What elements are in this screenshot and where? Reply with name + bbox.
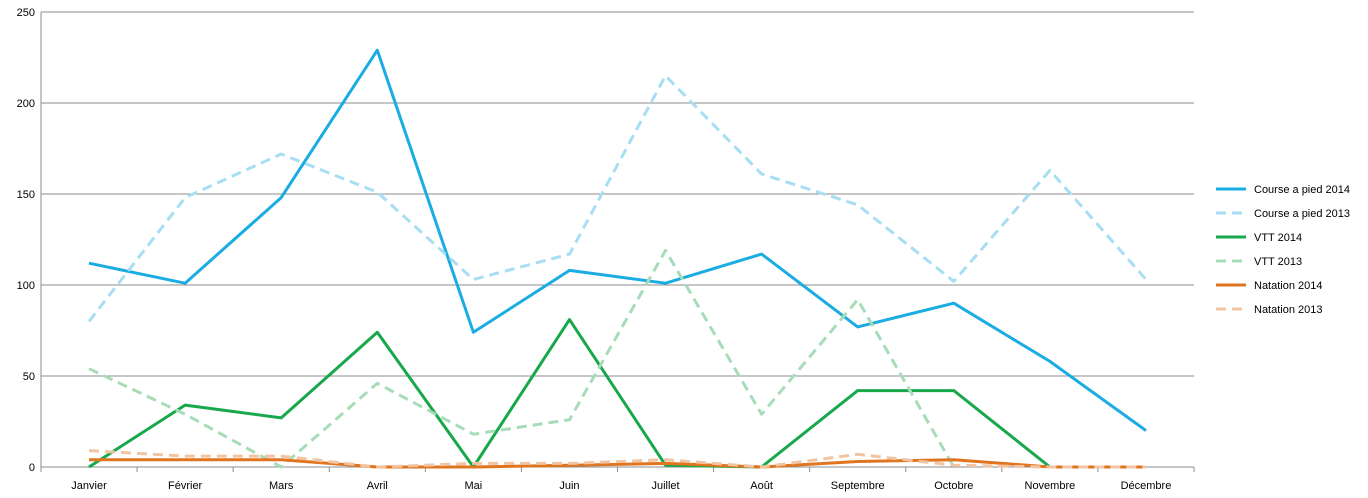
x-axis-ticks: Janvier Février Mars Avril Mai Juin Juillet Aoû… <box>71 480 1171 492</box>
y-tick-label: 100 <box>17 280 35 292</box>
series-lines <box>87 48 1148 469</box>
axes <box>40 12 1195 472</box>
x-tick-label: Décembre <box>1121 480 1172 492</box>
legend-label: Natation 2014 <box>1254 280 1323 292</box>
x-tick-label: Avril <box>367 480 388 492</box>
y-tick-label: 250 <box>17 7 35 19</box>
y-tick-label: 0 <box>29 462 35 474</box>
legend-label: VTT 2013 <box>1254 256 1302 268</box>
series-line-3 <box>88 248 956 469</box>
series-line-4 <box>89 458 1146 469</box>
y-tick-label: 150 <box>17 189 35 201</box>
gridlines <box>41 11 1194 377</box>
legend-label: Course a pied 2014 <box>1254 184 1350 196</box>
series-line-0 <box>88 48 1147 432</box>
x-tick-label: Août <box>750 480 773 492</box>
x-tick-label: Février <box>168 480 203 492</box>
y-axis-ticks: 0 50 100 150 200 250 <box>17 7 35 474</box>
x-tick-label: Octobre <box>934 480 973 492</box>
series-line-2 <box>88 318 1051 469</box>
legend-label: VTT 2014 <box>1254 232 1302 244</box>
x-tick-label: Novembre <box>1025 480 1076 492</box>
legend: Course a pied 2014 Course a pied 2013 VTT … <box>1216 184 1350 316</box>
x-tick-label: Septembre <box>831 480 885 492</box>
y-tick-label: 50 <box>23 371 35 383</box>
x-tick-label: Juin <box>559 480 579 492</box>
x-tick-label: Mars <box>269 480 294 492</box>
series-line-1 <box>87 74 1148 323</box>
x-tick-label: Janvier <box>71 480 107 492</box>
series-line-5 <box>88 449 1146 469</box>
x-tick-label: Mai <box>465 480 483 492</box>
y-tick-label: 200 <box>17 98 35 110</box>
legend-label: Course a pied 2013 <box>1254 208 1350 220</box>
x-tick-label: Juillet <box>651 480 679 492</box>
legend-label: Natation 2013 <box>1254 304 1323 316</box>
